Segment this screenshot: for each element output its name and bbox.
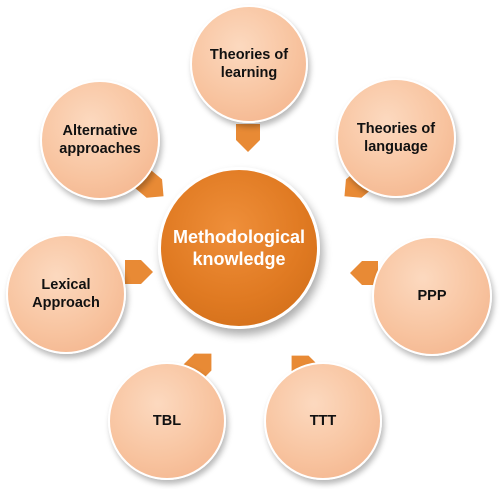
arrow-from-ppp <box>350 261 378 285</box>
node-label: TBL <box>152 412 182 429</box>
node-label: TTT <box>309 412 337 429</box>
arrow-from-alternative-approaches <box>134 169 164 198</box>
node-label: Theories of learning <box>209 46 289 81</box>
center-node-methodological-knowledge: Methodological knowledge <box>158 167 320 329</box>
node-theories-of-learning: Theories of learning <box>190 5 308 123</box>
node-lexical-approach: Lexical Approach <box>6 234 126 354</box>
node-label: Theories of language <box>356 120 436 155</box>
arrow-from-theories-of-learning <box>236 124 260 152</box>
node-tbl: TBL <box>108 362 226 480</box>
node-label: PPP <box>417 287 447 304</box>
arrow-from-lexical-approach <box>125 260 153 284</box>
node-alternative-approaches: Alternative approaches <box>40 80 160 200</box>
node-theories-of-language: Theories of language <box>336 78 456 198</box>
node-label: Alternative approaches <box>59 122 141 157</box>
node-label: Lexical Approach <box>32 276 100 311</box>
node-ttt: TTT <box>264 362 382 480</box>
center-node-label: Methodological knowledge <box>173 226 305 270</box>
node-ppp: PPP <box>372 236 492 356</box>
